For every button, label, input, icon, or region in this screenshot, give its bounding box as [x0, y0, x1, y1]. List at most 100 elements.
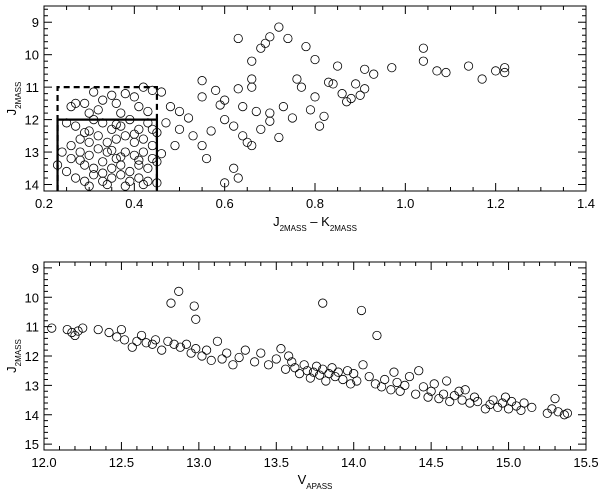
data-point [61, 166, 72, 177]
x-tick-label: 0.4 [125, 196, 143, 211]
data-point [143, 106, 153, 117]
data-point [292, 74, 302, 84]
data-point [120, 147, 130, 157]
y-axis-label: J2MASS [4, 339, 23, 373]
data-point [271, 354, 281, 364]
data-point [134, 155, 144, 165]
data-point [229, 121, 239, 131]
data-point [98, 157, 108, 167]
data-point [147, 140, 157, 151]
data-point [181, 339, 192, 349]
x-tick-label: 15.5 [573, 455, 598, 470]
data-point [165, 102, 176, 112]
data-point [138, 134, 148, 144]
data-point [93, 144, 103, 154]
data-point [238, 131, 248, 141]
data-point [360, 64, 370, 74]
data-point [89, 163, 99, 173]
data-point [429, 379, 439, 389]
data-point [463, 61, 474, 71]
data-point [222, 348, 232, 358]
data-point [250, 357, 260, 367]
data-point [314, 121, 325, 131]
data-point [71, 121, 81, 131]
data-point [294, 369, 305, 379]
data-point [434, 393, 444, 404]
data-point [93, 324, 103, 335]
data-point [500, 63, 510, 73]
data-point [116, 108, 126, 118]
data-point [107, 90, 117, 100]
y-tick-label: 11 [26, 320, 40, 335]
y-tick-label: 15 [25, 437, 39, 452]
data-point [284, 351, 294, 361]
data-point [280, 364, 291, 374]
data-point [206, 126, 216, 136]
top-panel-color-magnitude-diagram: 0.2 0.4 0.6 0.8 1.0 1.2 1.491011121314J2MASSJ2… [4, 5, 595, 233]
data-point [143, 163, 153, 173]
data-point [238, 102, 248, 112]
data-point [351, 79, 361, 89]
y-tick-label: 11 [26, 80, 40, 95]
bottom-panel-magnitude-magnitude-diagram: 12.0 12.5 13.0 13.5 14.0 14.5 15.0 15.5 9 10 11 12 1… [4, 261, 599, 489]
x-axis-label-main: J [273, 214, 280, 229]
data-point [220, 95, 230, 105]
data-point [141, 338, 151, 348]
data-point [84, 150, 94, 160]
x-axis-label-mid: – K [307, 214, 330, 229]
data-point [274, 22, 284, 32]
data-point [125, 176, 135, 186]
y-tick-label: 13 [25, 145, 39, 160]
x-tick-label: 1.4 [577, 196, 595, 211]
data-point [432, 66, 442, 76]
data-point [423, 392, 433, 402]
data-point [370, 379, 380, 389]
data-point [80, 98, 90, 108]
data-point [175, 342, 185, 352]
data-point [116, 160, 126, 170]
plot-frame [43, 261, 587, 451]
data-point [404, 371, 415, 382]
data-point [305, 105, 316, 115]
data-point [125, 166, 135, 177]
data-point [152, 127, 162, 138]
data-point [263, 360, 274, 370]
data-point [472, 396, 483, 407]
data-point [234, 352, 244, 363]
data-point [233, 173, 243, 183]
x-axis-label-main: V [298, 472, 307, 487]
y-axis-label: J2MASS [4, 82, 23, 116]
data-point [276, 344, 286, 354]
x-tick-label: 0.6 [216, 196, 234, 211]
data-point [80, 160, 90, 170]
data-point [389, 367, 399, 377]
data-point [89, 114, 99, 125]
data-point [256, 348, 266, 358]
data-point [274, 132, 284, 143]
data-point [75, 155, 85, 165]
data-point [211, 85, 221, 95]
data-point [287, 113, 298, 123]
data-point [342, 366, 353, 376]
data-point [242, 137, 252, 147]
data-point [251, 106, 261, 117]
data-point [247, 140, 257, 151]
data-point [395, 386, 405, 396]
data-point [150, 335, 161, 345]
data-point [256, 124, 266, 134]
data-point [265, 108, 275, 118]
data-point [212, 336, 223, 346]
data-point [75, 134, 85, 144]
data-point [547, 404, 557, 414]
data-point [152, 157, 162, 167]
x-tick-label: 1.2 [487, 196, 505, 211]
data-point [240, 345, 250, 355]
data-point [61, 118, 72, 128]
data-point [134, 124, 144, 134]
data-point [52, 160, 63, 170]
data-point [372, 330, 382, 341]
data-point [107, 145, 117, 156]
y-tick-label: 13 [25, 378, 39, 393]
data-point [358, 360, 368, 370]
data-point [111, 134, 121, 144]
